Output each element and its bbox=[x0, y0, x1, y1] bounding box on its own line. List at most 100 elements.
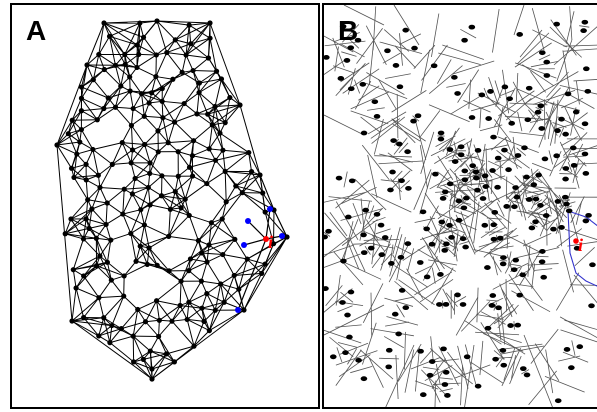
seed bbox=[491, 209, 499, 215]
voronoi-edge bbox=[396, 304, 405, 318]
node bbox=[78, 95, 85, 101]
edge bbox=[188, 280, 202, 303]
voronoi-edge bbox=[516, 147, 527, 156]
seed bbox=[492, 356, 499, 362]
seed bbox=[392, 63, 400, 68]
node bbox=[227, 94, 233, 101]
voronoi-edge bbox=[561, 199, 571, 202]
node bbox=[205, 111, 211, 117]
seed bbox=[390, 138, 397, 144]
voronoi-edge bbox=[480, 226, 498, 239]
node bbox=[160, 115, 166, 121]
node bbox=[96, 51, 102, 58]
voronoi-edge bbox=[460, 211, 476, 252]
voronoi-edge bbox=[417, 248, 457, 272]
edge bbox=[198, 222, 212, 241]
seed bbox=[339, 300, 346, 305]
edge bbox=[214, 106, 221, 134]
node bbox=[147, 160, 153, 166]
seed bbox=[539, 50, 546, 56]
voronoi-edge bbox=[459, 240, 470, 245]
voronoi-edge bbox=[338, 354, 371, 378]
edge bbox=[71, 317, 104, 322]
voronoi-edge bbox=[362, 283, 384, 323]
edge bbox=[198, 78, 222, 94]
edge bbox=[151, 361, 175, 370]
edge bbox=[142, 359, 153, 380]
edge bbox=[83, 317, 112, 327]
node-i-neighborhood bbox=[235, 206, 285, 313]
voronoi-edge bbox=[494, 87, 516, 127]
voronoi-edge bbox=[352, 203, 362, 225]
edge bbox=[261, 236, 288, 274]
node bbox=[131, 359, 137, 365]
seed bbox=[532, 219, 539, 225]
node bbox=[104, 200, 110, 206]
edge bbox=[166, 43, 191, 54]
voronoi-edge bbox=[394, 138, 399, 146]
node bbox=[212, 157, 219, 163]
voronoi-edge bbox=[339, 77, 353, 91]
edge bbox=[246, 258, 263, 274]
voronoi-edge bbox=[362, 322, 377, 365]
voronoi-edge bbox=[446, 83, 466, 88]
seed bbox=[499, 261, 507, 267]
node bbox=[178, 278, 184, 284]
edge bbox=[73, 177, 89, 201]
voronoi-edge bbox=[349, 39, 360, 49]
node bbox=[96, 295, 102, 301]
seed bbox=[324, 234, 328, 240]
node bbox=[213, 68, 220, 74]
seed bbox=[371, 99, 379, 105]
edge bbox=[180, 304, 202, 309]
edge bbox=[145, 300, 158, 322]
seed bbox=[344, 312, 351, 318]
seed bbox=[438, 219, 446, 225]
edge bbox=[168, 209, 171, 237]
edge bbox=[149, 351, 153, 370]
node bbox=[141, 222, 148, 228]
voronoi-edge bbox=[495, 357, 504, 368]
seed bbox=[505, 167, 512, 173]
edge bbox=[98, 317, 105, 337]
seed bbox=[419, 209, 427, 215]
edge bbox=[221, 218, 236, 240]
seed bbox=[490, 236, 498, 242]
voronoi-edge bbox=[509, 355, 522, 385]
edge bbox=[144, 130, 159, 145]
seed bbox=[461, 177, 469, 183]
edge bbox=[143, 353, 167, 360]
voronoi-edge bbox=[492, 269, 531, 290]
voronoi-edge bbox=[490, 245, 514, 251]
node bbox=[154, 262, 160, 268]
voronoi-edge bbox=[340, 62, 370, 83]
voronoi-edge bbox=[559, 149, 572, 172]
voronoi-edge bbox=[489, 252, 502, 273]
edge bbox=[203, 309, 216, 322]
voronoi-edge bbox=[412, 115, 420, 122]
voronoi-edge bbox=[479, 340, 484, 376]
voronoi-edge bbox=[453, 233, 459, 258]
seed bbox=[397, 254, 405, 260]
edge bbox=[188, 252, 203, 271]
edge bbox=[109, 22, 141, 37]
edge bbox=[185, 25, 190, 56]
voronoi-edge bbox=[421, 369, 449, 398]
node bbox=[204, 259, 210, 265]
voronoi-edge bbox=[373, 243, 394, 249]
voronoi-edge bbox=[349, 237, 366, 272]
edge bbox=[156, 300, 173, 322]
edge bbox=[64, 218, 72, 234]
voronoi-edge bbox=[398, 279, 435, 306]
seed bbox=[537, 202, 544, 208]
edge bbox=[219, 133, 224, 151]
edge bbox=[99, 164, 113, 188]
edge bbox=[105, 202, 108, 225]
edge bbox=[175, 39, 191, 45]
voronoi-edge bbox=[389, 234, 403, 277]
edge bbox=[85, 218, 107, 225]
voronoi-edge bbox=[517, 32, 550, 64]
seed bbox=[519, 272, 526, 278]
seed bbox=[538, 259, 546, 265]
seed bbox=[538, 126, 546, 131]
